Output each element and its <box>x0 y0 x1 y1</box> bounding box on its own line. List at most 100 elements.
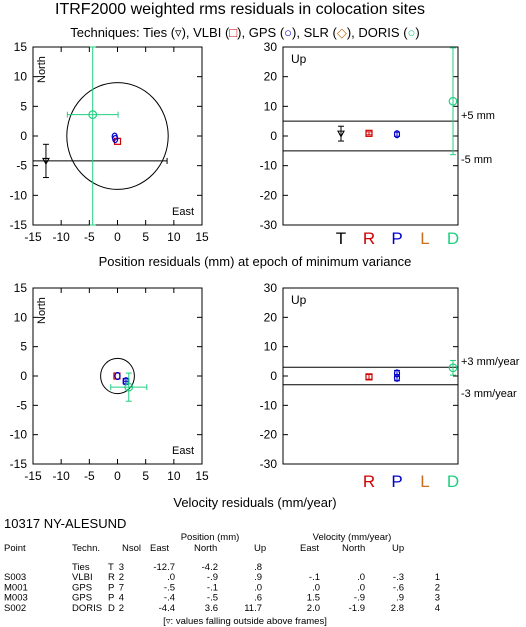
y-tick-label: 20 <box>264 310 278 324</box>
position-horizontal-panel: -15 -10 -5 0 5 10 15 15 10 5 0 -5 -10 -15 North East <box>10 40 209 244</box>
velocity-horizontal-panel: -15 -10 -5 0 5 10 15 15 10 5 0 -5 -10 -15 North East <box>10 281 209 483</box>
cell-tech-code: T <box>108 562 114 573</box>
y-tick-label: 5 <box>20 99 27 113</box>
x-tick-label: 5 <box>142 469 149 483</box>
y-tick-label: -20 <box>260 188 278 202</box>
category-letter-r: R <box>363 472 375 491</box>
x-tick-label: 10 <box>167 469 181 483</box>
table-cell: .0 <box>167 572 175 583</box>
table-footnote: [▿: values falling outside above frames] <box>163 616 327 627</box>
table-cell: -12.7 <box>153 562 175 573</box>
y-tick-label: 10 <box>264 340 278 354</box>
y-tick-label: -10 <box>10 428 28 442</box>
techniques-prefix: Techniques: <box>70 25 143 40</box>
legend-vlbi: VLBI <box>193 25 221 40</box>
plot-frame <box>282 287 459 465</box>
vlbi-up-point <box>365 129 373 137</box>
y-tick-label: 10 <box>14 70 28 84</box>
legend-doris-symbol: ○ <box>408 25 416 40</box>
legend-doris: DORIS <box>358 25 400 40</box>
x-tick-label: 15 <box>195 230 209 244</box>
column-header: Techn. <box>72 543 100 554</box>
table-cell: 2.8 <box>391 603 404 614</box>
category-letter-l: L <box>420 472 429 491</box>
y-tick-label: -10 <box>10 188 28 202</box>
legend-gps-symbol: ○ <box>284 25 292 40</box>
table-cell: M001 <box>4 582 28 593</box>
east-axis-label: East <box>172 445 194 457</box>
table-cell: -.4 <box>164 593 175 604</box>
cell-nsol: 4 <box>119 593 124 604</box>
table-cell: .0 <box>357 572 365 583</box>
y-tick-label: 0 <box>270 129 277 143</box>
y-tick-label: 0 <box>270 369 277 383</box>
table-cell: .6 <box>254 593 262 604</box>
y-tick-label: -10 <box>260 159 278 173</box>
table-cell: .0 <box>312 582 320 593</box>
x-tick-label: -10 <box>52 469 70 483</box>
north-axis-label: North <box>36 297 48 324</box>
threshold-label: -3 mm/year <box>461 388 517 400</box>
table-cell: -.9 <box>354 593 365 604</box>
column-header: East <box>150 543 169 554</box>
ties-point <box>42 157 50 166</box>
legend-gps: GPS <box>249 25 277 40</box>
table-cell: .8 <box>254 562 262 573</box>
cell-nsol: 2 <box>119 603 124 614</box>
cell-tech-code: R <box>108 572 115 583</box>
table-cell: S003 <box>4 572 26 583</box>
table-cell: -.5 <box>207 593 218 604</box>
y-tick-label: 15 <box>14 40 28 54</box>
table-cell: VLBI <box>72 572 93 583</box>
y-tick-label: -15 <box>10 457 28 471</box>
y-tick-label: -15 <box>10 218 28 232</box>
table-cell: M003 <box>4 593 28 604</box>
legend-ties-symbol: ▿ <box>175 25 182 40</box>
table-cell: GPS <box>72 582 92 593</box>
column-header: North <box>342 543 365 554</box>
category-letter-p: P <box>391 229 402 248</box>
table-cell: 4 <box>435 603 440 614</box>
legend-slr: SLR <box>304 25 329 40</box>
y-tick-label: 20 <box>264 70 278 84</box>
techniques-legend: Techniques: Ties (▿), VLBI (□), GPS (○),… <box>70 25 420 40</box>
y-tick-label: 5 <box>20 340 27 354</box>
legend-vlbi-symbol: □ <box>229 25 237 40</box>
table-cell: 3.6 <box>205 603 218 614</box>
category-letter-d: D <box>447 472 459 491</box>
east-axis-label: East <box>172 206 194 218</box>
gps-point <box>112 134 119 144</box>
category-letter-l: L <box>420 229 429 248</box>
table-cell: 3 <box>435 593 440 604</box>
table-cell: GPS <box>72 593 92 604</box>
y-tick-label: -30 <box>260 457 278 471</box>
y-tick-label: 30 <box>264 281 278 295</box>
x-tick-label: 15 <box>195 469 209 483</box>
gps-up-point <box>393 130 401 139</box>
x-tick-label: -15 <box>24 469 42 483</box>
table-cell: .0 <box>357 582 365 593</box>
site-name: 10317 NY-ALESUND <box>4 516 126 531</box>
doris-up-point <box>448 363 458 373</box>
table-cell: .0 <box>254 582 262 593</box>
doris-up-point <box>448 96 458 106</box>
column-header: East <box>300 543 319 554</box>
x-tick-label: 0 <box>114 469 121 483</box>
category-letter-d: D <box>447 229 459 248</box>
y-tick-label: 0 <box>20 369 27 383</box>
table-cell: .9 <box>396 593 404 604</box>
column-header: Point <box>4 543 26 554</box>
y-tick-label: -5 <box>16 159 27 173</box>
cell-tech-code: D <box>108 603 115 614</box>
table-cell: 1.5 <box>307 593 320 604</box>
table-cell: -.3 <box>393 572 404 583</box>
velocity-group-header: Velocity (mm/year) <box>313 532 392 543</box>
x-tick-label: 5 <box>142 230 149 244</box>
table-cell: -.1 <box>309 572 320 583</box>
y-tick-label: 10 <box>14 310 28 324</box>
table-cell: -4.4 <box>159 603 175 614</box>
threshold-label: +5 mm <box>461 110 495 122</box>
position-caption: Position residuals (mm) at epoch of mini… <box>99 254 412 269</box>
column-header: Up <box>254 543 266 554</box>
